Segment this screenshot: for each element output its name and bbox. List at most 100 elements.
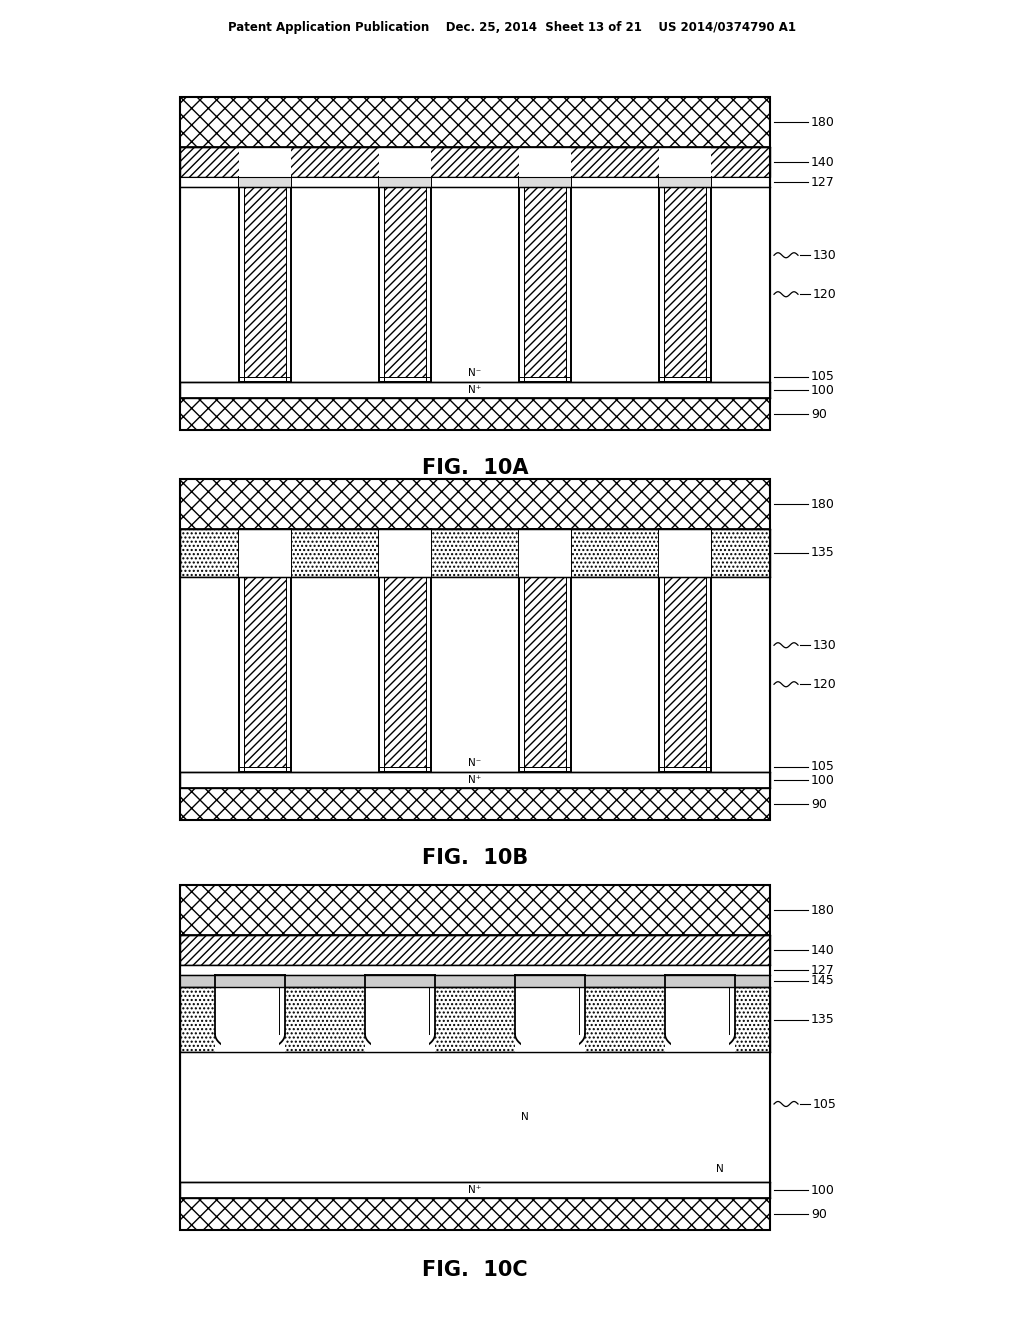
Bar bbox=[384, 529, 426, 767]
Text: 145: 145 bbox=[811, 974, 835, 987]
Bar bbox=[239, 529, 291, 772]
Bar bbox=[180, 1181, 770, 1199]
Text: 90: 90 bbox=[811, 797, 826, 810]
Bar bbox=[180, 884, 770, 935]
Bar bbox=[239, 177, 291, 381]
Bar bbox=[659, 177, 711, 381]
Text: N⁺: N⁺ bbox=[468, 1185, 481, 1195]
Bar bbox=[659, 177, 711, 187]
Bar bbox=[239, 177, 291, 381]
Bar bbox=[365, 987, 435, 1052]
Bar bbox=[379, 529, 431, 772]
Text: N⁻: N⁻ bbox=[468, 368, 481, 378]
Bar bbox=[519, 529, 571, 577]
Text: 180: 180 bbox=[811, 903, 835, 916]
Bar bbox=[180, 772, 770, 788]
Bar bbox=[671, 975, 729, 987]
Text: N⁺: N⁺ bbox=[468, 385, 481, 395]
Bar bbox=[239, 529, 291, 577]
Bar bbox=[180, 399, 770, 430]
Text: 105: 105 bbox=[811, 371, 835, 384]
Text: 127: 127 bbox=[811, 964, 835, 977]
Bar bbox=[180, 177, 770, 187]
Bar bbox=[180, 987, 770, 1052]
Bar bbox=[239, 529, 291, 772]
Bar bbox=[180, 529, 770, 577]
Bar bbox=[659, 177, 711, 381]
Text: 120: 120 bbox=[813, 288, 837, 301]
Bar bbox=[215, 975, 285, 987]
Bar bbox=[665, 987, 735, 1052]
Text: N: N bbox=[521, 1111, 528, 1122]
Bar bbox=[671, 987, 729, 1052]
Bar bbox=[180, 479, 770, 529]
Bar bbox=[180, 96, 770, 430]
Text: 180: 180 bbox=[811, 116, 835, 128]
Text: 100: 100 bbox=[811, 384, 835, 396]
Text: 100: 100 bbox=[811, 774, 835, 787]
Bar bbox=[665, 975, 735, 987]
Bar bbox=[180, 788, 770, 820]
Bar bbox=[519, 177, 571, 381]
Bar bbox=[379, 147, 431, 177]
Text: 100: 100 bbox=[811, 1184, 835, 1196]
Bar bbox=[664, 529, 706, 767]
Bar bbox=[379, 529, 431, 577]
Bar bbox=[379, 529, 431, 772]
Bar bbox=[524, 529, 566, 767]
Text: 130: 130 bbox=[813, 639, 837, 652]
Text: 180: 180 bbox=[811, 498, 835, 511]
Text: 140: 140 bbox=[811, 944, 835, 957]
Bar bbox=[239, 177, 291, 187]
Bar bbox=[384, 177, 426, 378]
Bar bbox=[664, 177, 706, 378]
Bar bbox=[180, 1052, 770, 1181]
Bar bbox=[659, 529, 711, 772]
Bar bbox=[519, 529, 571, 772]
Bar bbox=[515, 975, 585, 1052]
Bar bbox=[659, 529, 711, 772]
Text: 135: 135 bbox=[811, 1012, 835, 1026]
Text: FIG.  10C: FIG. 10C bbox=[422, 1261, 527, 1280]
Text: 135: 135 bbox=[811, 546, 835, 560]
Text: 105: 105 bbox=[813, 1097, 837, 1110]
Bar bbox=[519, 177, 571, 381]
Bar bbox=[180, 1199, 770, 1230]
Text: N⁺: N⁺ bbox=[468, 775, 481, 785]
Bar bbox=[180, 975, 770, 987]
Bar bbox=[180, 935, 770, 965]
Bar bbox=[524, 177, 566, 378]
Bar bbox=[180, 479, 770, 820]
Bar bbox=[180, 577, 770, 772]
Text: 105: 105 bbox=[811, 760, 835, 774]
Bar bbox=[521, 975, 579, 987]
Text: 120: 120 bbox=[813, 677, 837, 690]
Bar bbox=[659, 147, 711, 177]
Text: N: N bbox=[716, 1164, 724, 1173]
Bar bbox=[244, 529, 286, 767]
Bar bbox=[519, 177, 571, 187]
Bar bbox=[371, 987, 429, 1052]
Bar bbox=[379, 177, 431, 381]
Bar bbox=[180, 381, 770, 399]
Bar bbox=[221, 987, 279, 1052]
Text: N⁻: N⁻ bbox=[468, 758, 481, 768]
Bar bbox=[180, 884, 770, 1230]
Bar bbox=[371, 975, 429, 987]
Bar bbox=[521, 987, 579, 1052]
Bar bbox=[215, 987, 285, 1052]
Bar bbox=[379, 177, 431, 381]
Bar bbox=[239, 147, 291, 177]
Text: Patent Application Publication    Dec. 25, 2014  Sheet 13 of 21    US 2014/03747: Patent Application Publication Dec. 25, … bbox=[228, 21, 796, 33]
Bar bbox=[180, 96, 770, 147]
Bar bbox=[215, 975, 285, 1052]
Text: FIG.  10B: FIG. 10B bbox=[422, 847, 528, 869]
Text: 90: 90 bbox=[811, 408, 826, 421]
Bar bbox=[365, 975, 435, 987]
Bar bbox=[180, 965, 770, 975]
Bar bbox=[180, 187, 770, 381]
Bar bbox=[519, 529, 571, 772]
Bar bbox=[244, 177, 286, 378]
Text: 130: 130 bbox=[813, 248, 837, 261]
Text: 140: 140 bbox=[811, 156, 835, 169]
